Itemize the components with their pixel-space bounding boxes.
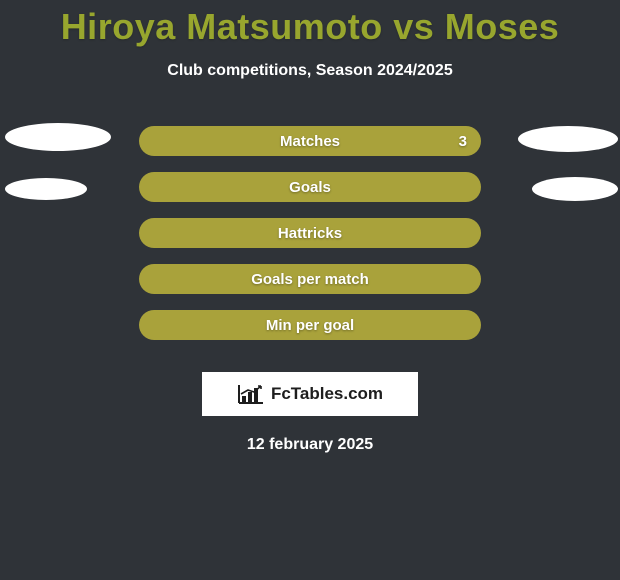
stat-row: Min per goal (0, 302, 620, 348)
right-ellipse (518, 126, 618, 152)
stat-row: Goals per match (0, 256, 620, 302)
stat-label: Hattricks (278, 225, 342, 242)
left-ellipse (5, 123, 111, 151)
stat-row: Hattricks (0, 210, 620, 256)
logo-box: FcTables.com (202, 372, 418, 416)
stat-row: Goals (0, 164, 620, 210)
stat-label: Matches (280, 133, 340, 150)
page-title: Hiroya Matsumoto vs Moses (61, 6, 560, 48)
stat-rows: Matches 3 Goals Hattricks Goals per matc… (0, 118, 620, 348)
stat-label: Min per goal (266, 317, 354, 334)
stat-bar: Matches 3 (139, 126, 481, 156)
date-label: 12 february 2025 (247, 436, 373, 454)
right-ellipse (532, 177, 618, 201)
logo-text: FcTables.com (271, 384, 383, 404)
stat-bar: Goals (139, 172, 481, 202)
chart-icon (237, 383, 265, 405)
stat-bar: Hattricks (139, 218, 481, 248)
stat-bar: Goals per match (139, 264, 481, 294)
subtitle: Club competitions, Season 2024/2025 (167, 62, 452, 80)
comparison-infographic: Hiroya Matsumoto vs Moses Club competiti… (0, 0, 620, 580)
left-ellipse (5, 178, 87, 200)
stat-value: 3 (459, 133, 467, 150)
stat-label: Goals per match (251, 271, 369, 288)
stat-bar: Min per goal (139, 310, 481, 340)
stat-label: Goals (289, 179, 331, 196)
stat-row: Matches 3 (0, 118, 620, 164)
